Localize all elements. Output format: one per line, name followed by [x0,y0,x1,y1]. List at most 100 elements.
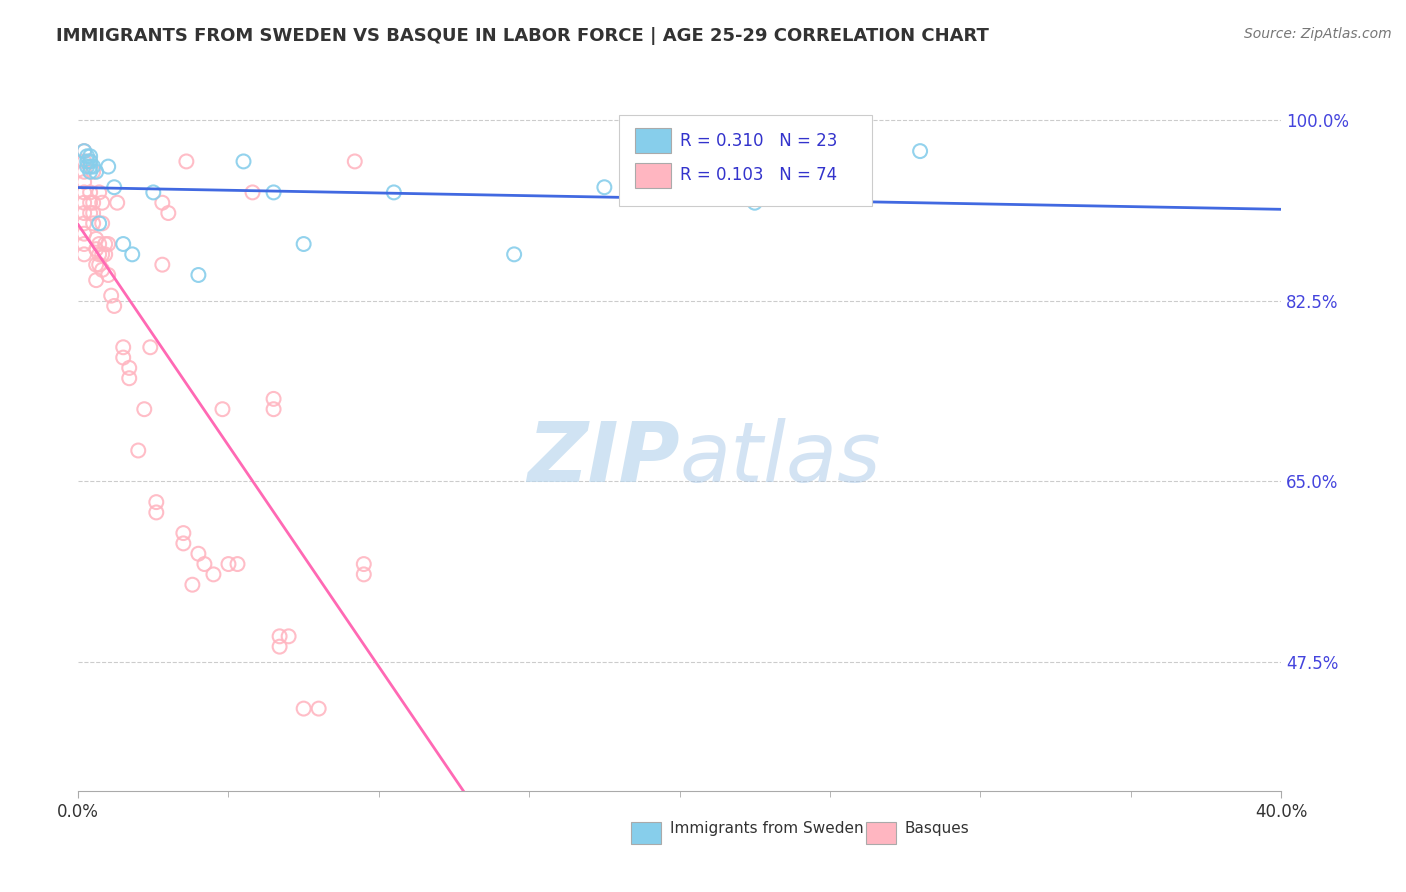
Point [73,247,96,261]
Point [82,160,104,174]
Point [94,237,117,252]
Point [292,701,315,715]
Point [73,165,96,179]
Point [97,160,120,174]
Point [89,247,111,261]
Point [73,154,96,169]
Point [202,567,225,582]
FancyBboxPatch shape [620,115,872,206]
Point [127,443,149,458]
FancyBboxPatch shape [866,822,896,844]
Point [89,258,111,272]
Text: Basques: Basques [904,822,969,837]
Point [79,186,101,200]
Point [150,195,173,210]
Point [176,154,198,169]
Point [134,402,156,417]
Point [118,371,141,385]
Text: IMMIGRANTS FROM SWEDEN VS BASQUE IN LABOR FORCE | AGE 25-29 CORRELATION CHART: IMMIGRANTS FROM SWEDEN VS BASQUE IN LABO… [56,27,988,45]
Point [79,206,101,220]
Point [84,242,107,256]
Point [84,165,107,179]
Point [97,268,120,282]
Point [76,160,98,174]
Point [84,273,107,287]
Point [263,186,285,200]
Text: atlas: atlas [679,418,882,500]
Point [79,154,101,169]
FancyBboxPatch shape [636,163,671,188]
Point [82,165,104,179]
Point [91,263,114,277]
Text: R = 0.103   N = 74: R = 0.103 N = 74 [679,167,837,185]
Point [79,160,101,174]
Point [103,299,125,313]
Text: R = 0.310   N = 23: R = 0.310 N = 23 [679,132,837,150]
Point [103,180,125,194]
Point [292,237,315,252]
Point [112,351,135,365]
Point [84,232,107,246]
Point [118,360,141,375]
Point [593,180,616,194]
Point [139,340,162,354]
Point [73,206,96,220]
Point [181,578,204,592]
Point [193,557,215,571]
Point [908,144,931,158]
Point [382,186,405,200]
Point [73,195,96,210]
Point [97,237,120,252]
Point [82,206,104,220]
Point [73,216,96,230]
Point [73,186,96,200]
Text: Source: ZipAtlas.com: Source: ZipAtlas.com [1244,27,1392,41]
Point [145,505,167,519]
FancyBboxPatch shape [631,822,661,844]
Point [217,557,239,571]
Point [89,237,111,252]
Point [112,237,135,252]
Point [91,247,114,261]
Point [353,567,375,582]
Point [226,557,249,571]
Point [79,165,101,179]
Point [172,526,194,541]
Point [269,629,291,643]
Point [157,206,180,220]
Point [145,495,167,509]
Point [744,195,766,210]
Text: ZIP: ZIP [527,418,679,500]
Point [79,149,101,163]
Point [82,216,104,230]
Point [142,186,165,200]
Point [100,288,122,302]
Point [94,247,117,261]
Point [277,629,299,643]
Point [503,247,526,261]
Point [89,216,111,230]
Point [73,175,96,189]
Point [150,258,173,272]
Point [172,536,194,550]
Point [73,144,96,158]
Point [73,237,96,252]
Point [211,402,233,417]
Point [91,195,114,210]
Point [343,154,366,169]
Point [105,195,128,210]
Point [263,392,285,406]
Text: Immigrants from Sweden: Immigrants from Sweden [669,822,863,837]
Point [187,547,209,561]
Point [232,154,254,169]
Point [79,195,101,210]
Point [121,247,143,261]
Point [269,640,291,654]
Point [76,149,98,163]
Point [84,258,107,272]
FancyBboxPatch shape [636,128,671,153]
Point [79,154,101,169]
Point [187,268,209,282]
Point [242,186,264,200]
Point [308,701,330,715]
